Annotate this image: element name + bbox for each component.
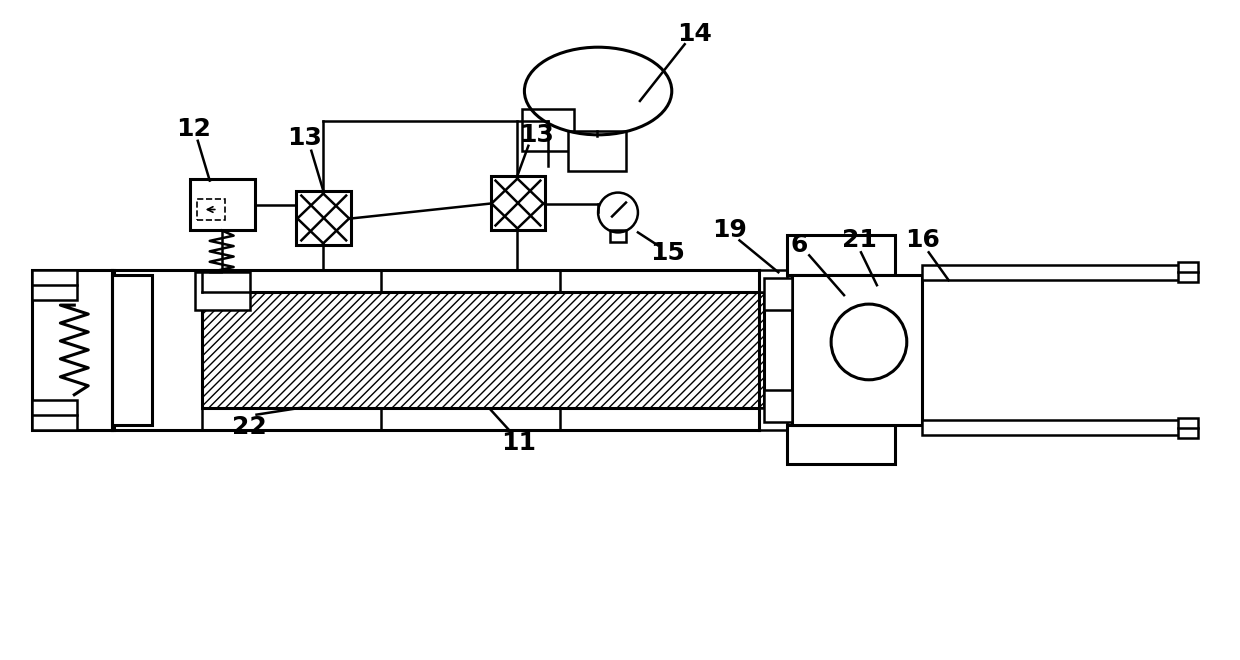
Bar (195, 272, 249, 310)
Bar (202, 292, 764, 408)
Bar (568, 131, 626, 171)
Text: 13: 13 (286, 126, 321, 150)
Bar (197, 199, 224, 220)
Text: 11: 11 (501, 430, 536, 455)
Bar (759, 408, 787, 430)
Bar (296, 191, 351, 246)
Bar (792, 275, 921, 424)
Text: 14: 14 (677, 22, 712, 46)
Text: 6: 6 (791, 234, 808, 257)
Bar (522, 109, 574, 150)
Text: 12: 12 (176, 117, 211, 141)
Bar (759, 270, 787, 292)
Bar (1178, 418, 1198, 438)
Bar (921, 265, 1190, 280)
Bar (32, 270, 114, 430)
Bar (610, 230, 626, 242)
Bar (1178, 262, 1198, 282)
Bar (491, 176, 546, 230)
Bar (32, 400, 77, 430)
Bar (764, 390, 792, 422)
Text: 13: 13 (518, 123, 554, 147)
Bar (32, 270, 77, 300)
Text: 21: 21 (842, 228, 877, 252)
Text: 15: 15 (650, 242, 686, 265)
Bar (190, 179, 254, 230)
Bar (787, 424, 895, 465)
Bar (112, 275, 153, 424)
Bar (764, 279, 792, 310)
Bar (921, 420, 1190, 434)
Text: 22: 22 (232, 414, 267, 439)
Bar (787, 236, 895, 275)
Text: 19: 19 (712, 218, 746, 242)
Text: 16: 16 (905, 228, 940, 252)
